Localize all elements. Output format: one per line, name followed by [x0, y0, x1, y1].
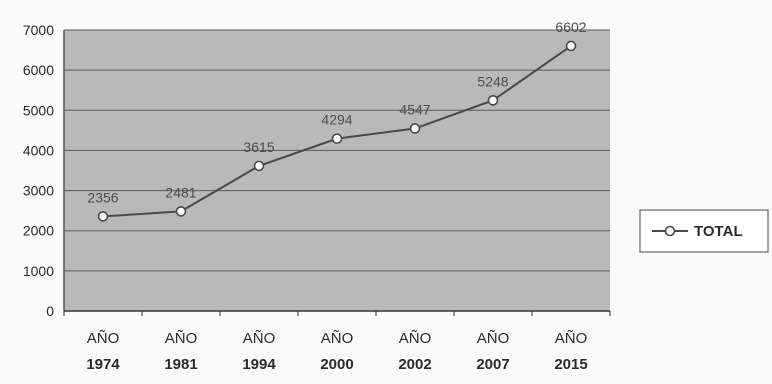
data-label: 6602 — [555, 19, 586, 35]
y-tick-label: 7000 — [23, 22, 54, 38]
x-axis: AÑO 1974 AÑO 1981 AÑO 1994 AÑO 2000 AÑO 2002 AÑO 20… — [63, 310, 611, 373]
y-axis: 0 1000 2000 3000 4000 5000 6000 7000 — [23, 22, 65, 319]
x-tick-label-year: 1994 — [242, 356, 276, 373]
x-tick-label-year: 1981 — [164, 356, 197, 373]
x-tick-label-year: 2002 — [398, 356, 431, 373]
series-total — [97, 40, 577, 222]
x-tick-label-prefix: AÑO — [321, 330, 354, 347]
legend-label: TOTAL — [694, 223, 743, 240]
data-label: 4547 — [399, 101, 430, 117]
legend: TOTAL — [639, 209, 769, 253]
x-tick-label-prefix: AÑO — [165, 330, 198, 347]
x-tick-label-prefix: AÑO — [477, 330, 510, 347]
x-tick-label-year: 2000 — [320, 356, 353, 373]
x-tick-label-prefix: AÑO — [399, 330, 432, 347]
data-point — [331, 133, 343, 144]
data-point — [487, 95, 499, 106]
x-tick-label-prefix: AÑO — [87, 330, 120, 347]
y-tick-label: 1000 — [23, 263, 54, 279]
y-tick-label: 6000 — [23, 62, 54, 78]
y-tick-label: 0 — [46, 303, 54, 319]
data-point — [409, 123, 421, 134]
y-tick-label: 2000 — [23, 223, 54, 239]
x-tick-label-year: 1974 — [86, 356, 120, 373]
x-tick-label-prefix: AÑO — [555, 330, 588, 347]
x-tick-label-year: 2015 — [554, 356, 587, 373]
gridlines — [64, 29, 610, 272]
x-tick-label-year: 2007 — [476, 356, 509, 373]
y-tick-label: 3000 — [23, 183, 54, 199]
data-point — [175, 206, 187, 217]
data-label: 4294 — [321, 112, 352, 128]
y-tick-label: 4000 — [23, 142, 54, 158]
data-point — [253, 160, 265, 172]
data-label: 5248 — [477, 73, 508, 89]
data-point — [97, 211, 109, 222]
x-tick-label-prefix: AÑO — [243, 330, 276, 347]
data-label: 2481 — [165, 184, 196, 200]
data-point — [565, 40, 577, 52]
plot-area — [64, 30, 610, 311]
data-label: 2356 — [87, 189, 118, 205]
legend-marker-swatch — [664, 225, 676, 237]
y-tick-label: 5000 — [23, 102, 54, 118]
data-label: 3615 — [243, 139, 274, 155]
data-labels: 2356 2481 3615 4294 4547 5248 6602 — [87, 19, 586, 205]
